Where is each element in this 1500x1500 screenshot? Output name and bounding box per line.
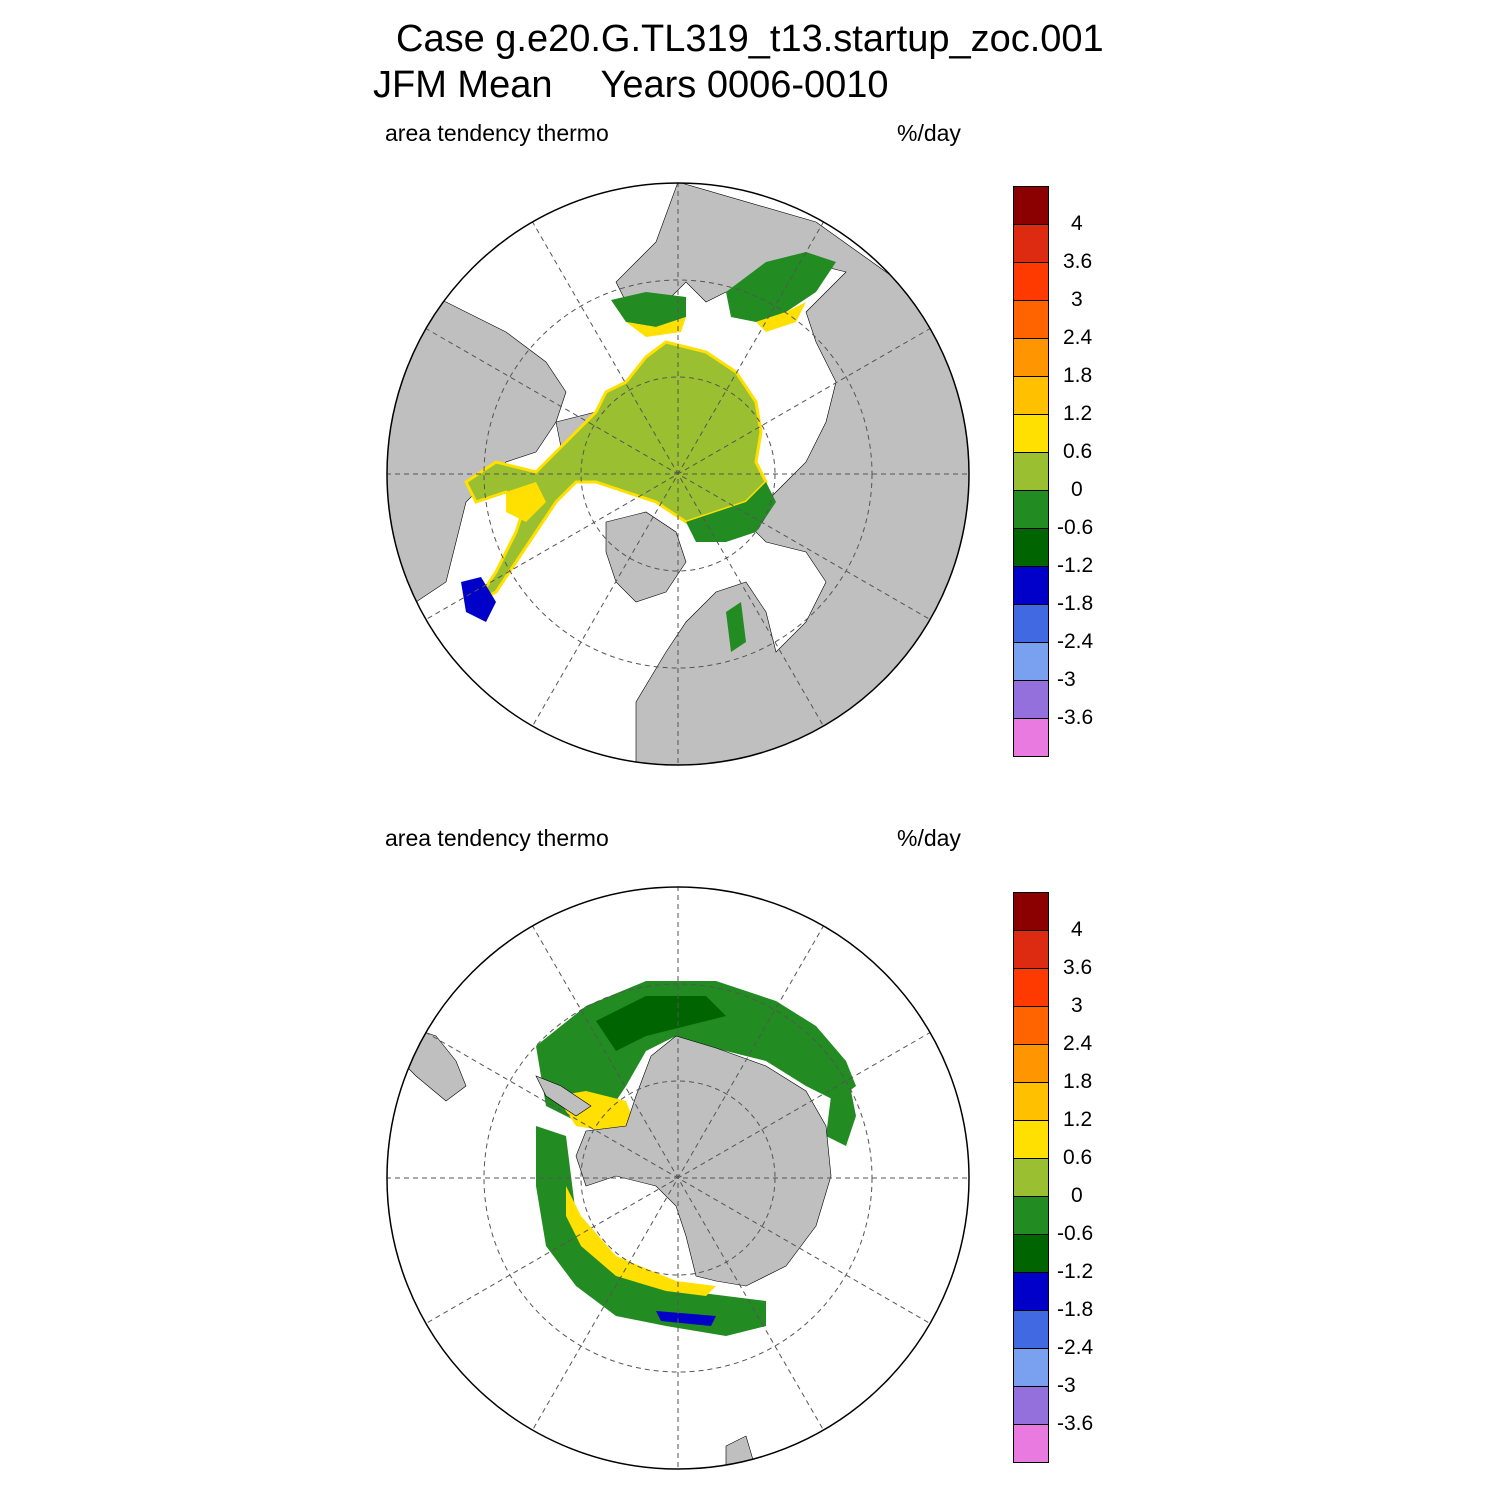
north-land-americas xyxy=(387,291,567,623)
south-colorbar-segment xyxy=(1013,1158,1049,1197)
north-sea-ice-okhotsk xyxy=(726,252,836,322)
north-colorbar-tick-label: 4 xyxy=(1071,212,1083,235)
south-colorbar-tick-label: 1.2 xyxy=(1063,1108,1093,1131)
south-land-antarctica xyxy=(575,1035,832,1287)
north-colorbar-segment xyxy=(1013,490,1049,529)
north-colorbar-segment xyxy=(1013,224,1049,263)
south-colorbar-segment xyxy=(1013,968,1049,1007)
north-polar-map xyxy=(386,182,970,766)
south-panel-unit-label: %/day xyxy=(897,825,961,851)
north-sea-ice-labrador xyxy=(461,577,496,622)
north-sea-ice-bering xyxy=(611,292,686,327)
south-sea-ice-east xyxy=(816,1036,856,1146)
north-colorbar-tick-label: 0 xyxy=(1071,478,1083,501)
north-colorbar-tick-label: -3.6 xyxy=(1057,706,1094,729)
south-colorbar-tick-label: -0.6 xyxy=(1057,1222,1094,1245)
south-colorbar-segment xyxy=(1013,1310,1049,1349)
north-colorbar-tick-label: 3.6 xyxy=(1063,250,1093,273)
south-colorbar-segment xyxy=(1013,1196,1049,1235)
north-colorbar-segment xyxy=(1013,718,1049,757)
north-colorbar-segment xyxy=(1013,300,1049,339)
south-sea-ice-weddell-dark xyxy=(596,996,726,1051)
south-polar-map xyxy=(386,886,970,1470)
case-title: Case g.e20.G.TL319_t13.startup_zoc.001 xyxy=(396,18,1104,60)
south-colorbar-tick-label: 3.6 xyxy=(1063,956,1093,979)
north-colorbar: 4 3.6 3 2.4 1.8 1.2 0.6 0 -0.6 -1.2 -1.8 -2.4 -3 -3.6 xyxy=(1013,186,1093,757)
north-colorbar-tick-label: -2.4 xyxy=(1057,630,1094,653)
south-sea-ice-ross-blue xyxy=(656,1311,716,1326)
north-colorbar-tick-label: -1.8 xyxy=(1057,592,1094,615)
north-colorbar-segment xyxy=(1013,262,1049,301)
north-colorbar-tick-label: 3 xyxy=(1071,288,1083,311)
north-sea-ice-bering-edge xyxy=(626,317,686,337)
north-colorbar-tick-label: -3 xyxy=(1057,668,1076,691)
north-colorbar-segment xyxy=(1013,186,1049,225)
south-colorbar-segment xyxy=(1013,1234,1049,1273)
south-colorbar-tick-label: 1.8 xyxy=(1063,1070,1093,1093)
south-sea-ice-ross xyxy=(536,1126,766,1336)
south-colorbar-segment xyxy=(1013,1120,1049,1159)
north-sea-ice-central xyxy=(464,340,768,606)
north-colorbar-segment xyxy=(1013,604,1049,643)
south-colorbar-tick-label: 3 xyxy=(1071,994,1083,1017)
south-colorbar: 4 3.6 3 2.4 1.8 1.2 0.6 0 -0.6 -1.2 -1.8 -2.4 -3 -3.6 xyxy=(1013,892,1093,1463)
north-panel-unit-label: %/day xyxy=(897,120,961,146)
south-colorbar-tick-label: -2.4 xyxy=(1057,1336,1094,1359)
south-colorbar-segment xyxy=(1013,930,1049,969)
north-colorbar-tick-label: 0.6 xyxy=(1063,440,1093,463)
north-panel-variable-label: area tendency thermo xyxy=(385,120,609,146)
south-colorbar-segment xyxy=(1013,1006,1049,1045)
south-colorbar-tick-label: -3.6 xyxy=(1057,1412,1094,1435)
north-colorbar-tick-label: 2.4 xyxy=(1063,326,1093,349)
period-title: JFM Mean Years 0006-0010 xyxy=(373,64,889,107)
north-colorbar-tick-label: 1.8 xyxy=(1063,364,1093,387)
north-colorbar-segment xyxy=(1013,414,1049,453)
north-colorbar-tick-label: -0.6 xyxy=(1057,516,1094,539)
south-colorbar-tick-label: -3 xyxy=(1057,1374,1076,1397)
south-colorbar-segment xyxy=(1013,1272,1049,1311)
north-colorbar-segment xyxy=(1013,338,1049,377)
north-sea-ice-baltic xyxy=(726,602,746,652)
south-colorbar-segment xyxy=(1013,1348,1049,1387)
north-sea-ice-hudson xyxy=(506,482,546,522)
north-colorbar-tick-label: -1.2 xyxy=(1057,554,1094,577)
south-colorbar-tick-label: -1.2 xyxy=(1057,1260,1094,1283)
north-colorbar-segment xyxy=(1013,452,1049,491)
mean-label: JFM Mean xyxy=(373,64,553,106)
south-colorbar-tick-label: 4 xyxy=(1071,918,1083,941)
north-colorbar-tick-label: 1.2 xyxy=(1063,402,1093,425)
north-colorbar-segment xyxy=(1013,528,1049,567)
south-colorbar-tick-label: 0 xyxy=(1071,1184,1083,1207)
years-label: Years 0006-0010 xyxy=(600,64,889,106)
south-colorbar-segment xyxy=(1013,1424,1049,1463)
south-colorbar-segment xyxy=(1013,1044,1049,1083)
north-colorbar-segment xyxy=(1013,680,1049,719)
south-panel-variable-label: area tendency thermo xyxy=(385,825,609,851)
south-colorbar-segment xyxy=(1013,892,1049,931)
north-colorbar-segment xyxy=(1013,566,1049,605)
north-land-greenland xyxy=(605,511,687,603)
south-colorbar-tick-label: 2.4 xyxy=(1063,1032,1093,1055)
south-sea-ice-ross-shelf xyxy=(566,1186,716,1296)
south-colorbar-tick-label: 0.6 xyxy=(1063,1146,1093,1169)
north-colorbar-segment xyxy=(1013,376,1049,415)
south-colorbar-tick-label: -1.8 xyxy=(1057,1298,1094,1321)
north-colorbar-segment xyxy=(1013,642,1049,681)
south-colorbar-segment xyxy=(1013,1082,1049,1121)
south-colorbar-segment xyxy=(1013,1386,1049,1425)
north-sea-ice-okhotsk-edge xyxy=(756,302,806,332)
south-land-peninsula xyxy=(535,1075,592,1117)
